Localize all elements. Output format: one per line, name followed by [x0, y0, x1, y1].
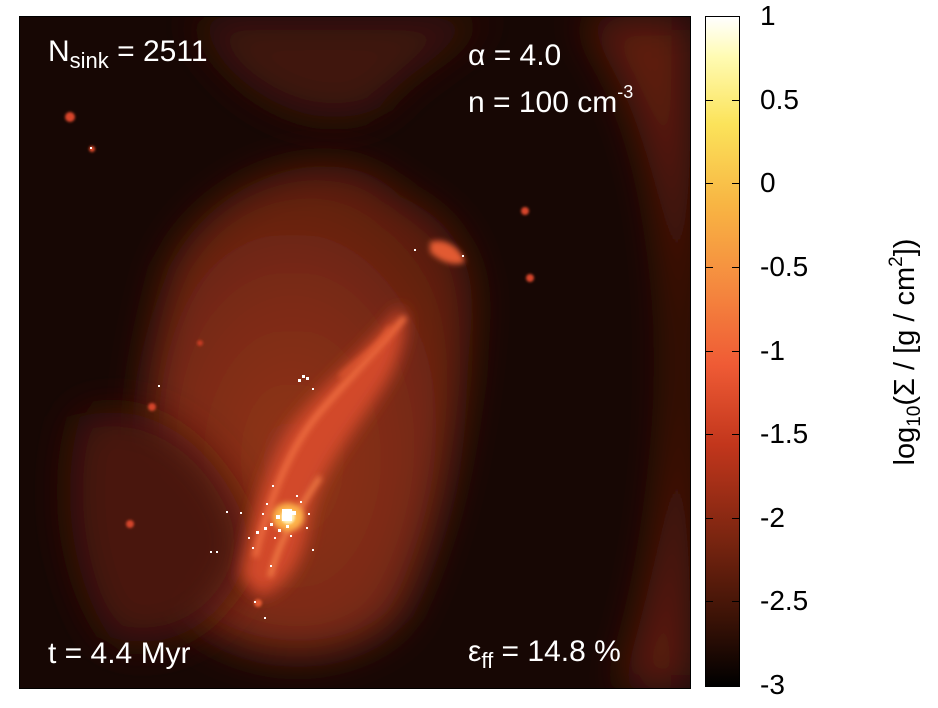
colorbar-tick: [732, 685, 740, 686]
sink-count-label: Nsink = 2511: [48, 35, 208, 73]
density-label: n = 100 cm-3: [468, 82, 634, 119]
colorbar-tick-label: -3: [760, 669, 785, 700]
efficiency-label: εff = 14.8 %: [468, 635, 621, 673]
colorbar-tick: [732, 350, 740, 352]
colorbar: [705, 16, 740, 687]
colorbar-tick-label: -0.5: [760, 250, 809, 282]
sink-particles: [90, 147, 464, 619]
colorbar-tick: [705, 517, 713, 519]
colorbar-tick: [732, 266, 740, 268]
colorbar-tick: [732, 517, 740, 519]
colorbar-tick: [705, 434, 713, 436]
colorbar-tick-label: -1.5: [760, 418, 809, 450]
colorbar-tick: [705, 99, 713, 101]
colorbar-tick-label: -2: [760, 501, 785, 533]
colorbar-title: log10(Σ / [g / cm2]): [886, 238, 925, 466]
colorbar-tick: [732, 16, 740, 17]
colorbar-tick: [732, 434, 740, 436]
time-label: t = 4.4 Myr: [48, 637, 191, 670]
colorbar-tick-label: 1: [760, 0, 776, 31]
colorbar-tick: [705, 183, 713, 185]
colorbar-tick: [705, 350, 713, 352]
alpha-label: α = 4.0: [468, 39, 562, 72]
colorbar-tick-label: 0: [760, 167, 776, 199]
colorbar-tick: [732, 99, 740, 101]
colorbar-tick: [705, 601, 713, 603]
density-image: [20, 17, 690, 688]
colorbar-tick: [705, 685, 713, 686]
colorbar-tick: [705, 16, 713, 17]
colorbar-tick: [705, 266, 713, 268]
colorbar-tick: [732, 601, 740, 603]
colorbar-tick-label: -1: [760, 334, 785, 366]
colorbar-tick-label: -2.5: [760, 585, 809, 617]
colorbar-tick: [732, 183, 740, 185]
colorbar-tick-label: 0.5: [760, 83, 799, 115]
surface-density-map: Nsink = 2511 α = 4.0 n = 100 cm-3 t = 4.…: [19, 16, 691, 689]
